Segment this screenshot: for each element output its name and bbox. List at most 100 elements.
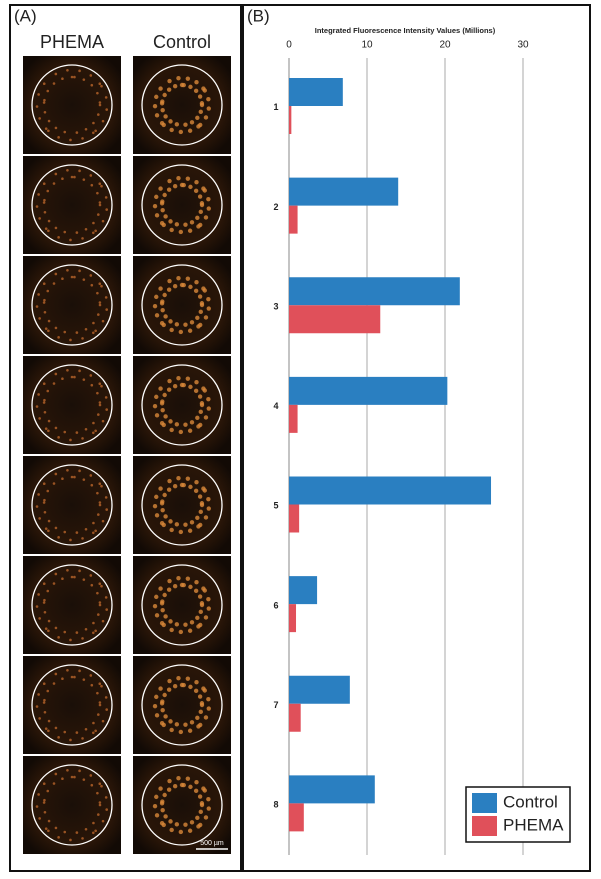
- cell-speck: [194, 280, 199, 285]
- cell-speck: [100, 284, 103, 288]
- cell-speck: [195, 315, 200, 321]
- cell-speck: [43, 198, 46, 202]
- well-outline: [31, 164, 113, 246]
- cell-speck: [152, 603, 158, 609]
- cell-speck: [70, 275, 74, 279]
- cell-speck: [97, 213, 100, 216]
- bar: [289, 106, 292, 134]
- cell-speck: [162, 92, 167, 98]
- cell-speck: [47, 329, 50, 333]
- cell-speck: [178, 729, 184, 735]
- cell-speck: [167, 278, 172, 284]
- cell-speck: [100, 484, 103, 488]
- cell-speck: [158, 686, 163, 691]
- bar: [289, 376, 448, 405]
- panel-label: (B): [247, 6, 270, 25]
- cell-speck: [154, 413, 160, 418]
- cell-speck: [169, 827, 174, 833]
- cell-speck: [73, 475, 76, 479]
- cell-speck: [193, 588, 199, 594]
- cell-speck: [176, 676, 181, 681]
- cell-speck: [52, 282, 56, 285]
- cell-speck: [154, 394, 159, 400]
- scale-bar-label: 500 µm: [200, 840, 224, 847]
- cell-speck: [189, 720, 195, 725]
- cell-speck: [73, 575, 76, 579]
- cell-speck: [52, 382, 56, 385]
- micrograph: [23, 756, 121, 854]
- cell-speck: [66, 368, 69, 372]
- cell-speck: [158, 486, 163, 491]
- cell-speck: [158, 86, 163, 91]
- cell-speck: [154, 294, 159, 300]
- well-outline: [31, 664, 113, 746]
- cell-speck: [94, 429, 97, 433]
- cell-speck: [90, 583, 94, 587]
- cell-speck: [166, 787, 172, 792]
- cell-speck: [158, 386, 163, 391]
- cell-speck: [43, 498, 46, 502]
- well-outline: [141, 364, 223, 446]
- cell-speck: [161, 522, 166, 528]
- cell-speck: [47, 119, 51, 123]
- cell-speck: [97, 113, 100, 116]
- cell-speck: [179, 382, 185, 388]
- cell-speck: [159, 601, 165, 606]
- cell-speck: [69, 738, 72, 742]
- legend-swatch: [472, 793, 497, 813]
- panel-label: (A): [14, 6, 37, 25]
- cell-speck: [188, 784, 193, 790]
- cell-speck: [199, 401, 205, 406]
- cell-speck: [160, 207, 165, 213]
- cell-speck: [169, 727, 174, 733]
- cell-speck: [203, 615, 209, 620]
- cell-speck: [199, 201, 205, 206]
- cell-speck: [54, 226, 58, 230]
- cell-speck: [98, 603, 102, 607]
- y-tick-label: 3: [273, 301, 278, 311]
- cell-speck: [154, 594, 159, 600]
- cell-speck: [163, 414, 168, 419]
- cell-speck: [161, 122, 166, 128]
- cell-speck: [98, 203, 102, 207]
- cell-speck: [162, 292, 167, 298]
- cell-speck: [162, 692, 167, 698]
- cell-speck: [42, 601, 46, 604]
- cell-speck: [54, 772, 58, 776]
- cell-speck: [179, 782, 185, 788]
- cell-speck: [78, 369, 81, 373]
- cell-speck: [203, 515, 209, 520]
- cell-speck: [199, 601, 205, 606]
- cell-speck: [159, 801, 165, 806]
- bar: [289, 404, 298, 433]
- cell-speck: [98, 182, 102, 185]
- cell-speck: [37, 493, 40, 496]
- cell-speck: [197, 294, 203, 299]
- cell-speck: [198, 822, 203, 828]
- cell-speck: [168, 219, 173, 224]
- cell-speck: [159, 101, 165, 106]
- cell-speck: [73, 175, 76, 179]
- cell-speck: [78, 769, 81, 773]
- x-tick-label: 10: [361, 40, 373, 51]
- cell-speck: [37, 593, 40, 596]
- cell-speck: [63, 330, 67, 334]
- cell-speck: [162, 492, 167, 498]
- cell-speck: [179, 482, 185, 488]
- cell-speck: [97, 513, 100, 516]
- cell-speck: [66, 768, 69, 772]
- cell-speck: [63, 430, 67, 434]
- cell-speck: [206, 496, 211, 502]
- chart: 0 10 20 30 1 2 3 4 5 6 7 8 Control PHEMA: [273, 40, 571, 855]
- cell-speck: [63, 830, 67, 834]
- cell-speck: [187, 828, 193, 833]
- cell-speck: [98, 282, 102, 285]
- y-tick-label: 1: [273, 102, 278, 112]
- cell-speck: [168, 319, 173, 324]
- cell-speck: [203, 215, 209, 220]
- micrograph: [133, 356, 231, 454]
- cell-speck: [69, 138, 72, 142]
- cell-speck: [179, 582, 185, 588]
- micrograph: [133, 156, 231, 254]
- cell-speck: [104, 196, 108, 199]
